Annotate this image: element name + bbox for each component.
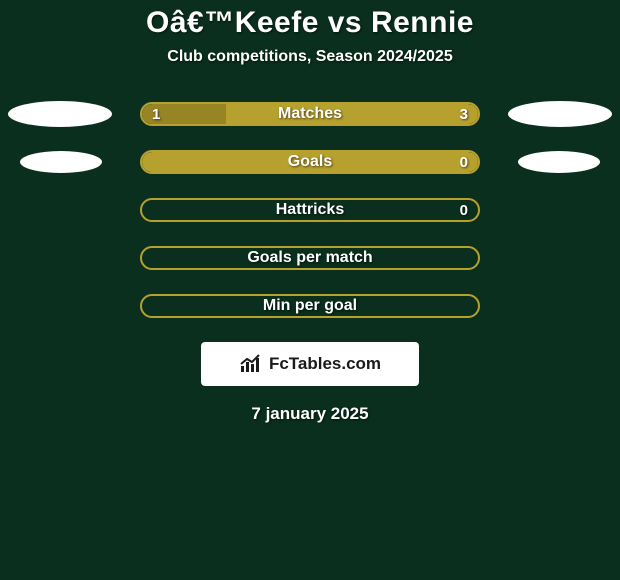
stat-label: Hattricks bbox=[142, 201, 478, 219]
player-right-marker bbox=[508, 101, 612, 127]
stat-value-right: 3 bbox=[460, 106, 468, 123]
stat-row: Goals per match bbox=[0, 246, 620, 270]
player-left-marker bbox=[8, 101, 112, 127]
stat-row: Min per goal bbox=[0, 294, 620, 318]
stat-value-right: 0 bbox=[460, 202, 468, 219]
stat-label: Matches bbox=[142, 105, 478, 123]
player-left-marker bbox=[20, 151, 102, 173]
subtitle: Club competitions, Season 2024/2025 bbox=[0, 48, 620, 66]
source-badge: FcTables.com bbox=[201, 342, 419, 386]
stat-label: Min per goal bbox=[142, 297, 478, 315]
stat-row: Matches1 3 bbox=[0, 102, 620, 126]
stat-label: Goals per match bbox=[142, 249, 478, 267]
source-badge-text: FcTables.com bbox=[269, 354, 381, 374]
stat-bar: Matches1 3 bbox=[140, 102, 480, 126]
stat-bar: Hattricks0 bbox=[140, 198, 480, 222]
date-text: 7 january 2025 bbox=[0, 404, 620, 424]
stat-bar: Goals per match bbox=[140, 246, 480, 270]
stat-value-right: 0 bbox=[460, 154, 468, 171]
stat-bars: Matches13Goals0Hattricks0Goals per match… bbox=[0, 102, 620, 318]
chart-icon bbox=[239, 354, 263, 374]
page-title: Oâ€™Keefe vs Rennie bbox=[0, 6, 620, 40]
stat-bar: Goals0 bbox=[140, 150, 480, 174]
stat-row: Hattricks0 bbox=[0, 198, 620, 222]
stat-label: Goals bbox=[142, 153, 478, 171]
stat-row: Goals0 bbox=[0, 150, 620, 174]
comparison-infographic: Oâ€™Keefe vs Rennie Club competitions, S… bbox=[0, 0, 620, 580]
player-right-marker bbox=[518, 151, 600, 173]
stat-bar: Min per goal bbox=[140, 294, 480, 318]
stat-value-left: 1 bbox=[152, 106, 160, 123]
